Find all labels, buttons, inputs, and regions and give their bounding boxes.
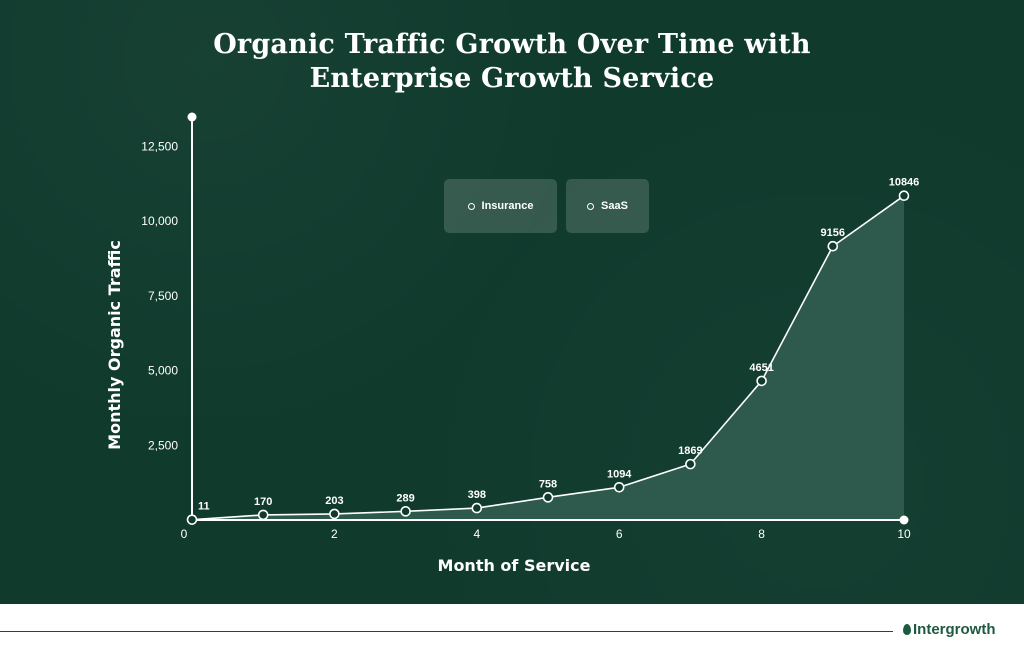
chart-title-line-1: Organic Traffic Growth Over Time with	[213, 29, 811, 60]
data-label: 758	[539, 478, 557, 490]
data-label: 203	[325, 495, 343, 507]
y-tick-label: 2,500	[148, 438, 178, 452]
x-axis-end-dot	[899, 515, 909, 525]
x-tick-label: 10	[897, 527, 911, 541]
footer-divider	[0, 631, 893, 632]
data-label: 1094	[607, 468, 632, 480]
data-label: 10846	[889, 177, 920, 189]
data-label: 11	[198, 501, 210, 513]
y-tick-label: 12,500	[141, 139, 178, 153]
x-tick-label: 2	[331, 527, 338, 541]
data-point	[471, 502, 483, 514]
legend-marker-icon	[587, 202, 595, 210]
data-label: 9156	[821, 227, 845, 239]
data-point	[613, 481, 625, 493]
legend-marker-icon	[467, 202, 475, 210]
y-axis-title: Monthly Organic Traffic	[105, 240, 124, 450]
data-point	[685, 458, 696, 470]
x-axis-title: Month of Service	[438, 556, 591, 575]
legend-label-insurance: Insurance	[481, 200, 534, 212]
area-fill	[192, 195, 904, 521]
data-point	[186, 514, 198, 525]
data-point	[329, 508, 340, 520]
x-tick-label: 6	[616, 527, 623, 541]
x-tick-label: 4	[473, 527, 480, 541]
y-tick-label: 5,000	[148, 364, 178, 378]
data-label: 398	[468, 489, 486, 501]
legend-item-saas[interactable]: SaaS	[566, 179, 649, 233]
data-label: 170	[254, 496, 272, 508]
legend-item-insurance[interactable]: Insurance	[444, 179, 557, 233]
data-point	[257, 509, 269, 521]
chart-title-line-2: Enterprise Growth Service	[309, 63, 715, 94]
data-point	[827, 240, 839, 252]
brand-logo[interactable]: Intergrowth	[903, 621, 996, 638]
data-label: 1869	[678, 445, 702, 457]
data-point	[898, 190, 910, 202]
data-point	[400, 506, 411, 517]
leaf-icon	[903, 624, 911, 635]
legend-label-saas: SaaS	[601, 200, 628, 212]
y-axis-end-dot	[187, 112, 197, 122]
data-label: 289	[396, 492, 414, 504]
data-label: 4651	[749, 362, 773, 374]
y-tick-label: 7,500	[148, 289, 178, 303]
data-point	[756, 375, 767, 387]
data-point	[542, 492, 554, 503]
brand-name: Intergrowth	[913, 621, 996, 638]
y-tick-label: 10,000	[141, 214, 178, 228]
chart-title: Organic Traffic Growth Over Time with En…	[0, 28, 1024, 96]
x-tick-label: 0	[181, 527, 188, 541]
x-tick-label: 8	[758, 527, 765, 541]
